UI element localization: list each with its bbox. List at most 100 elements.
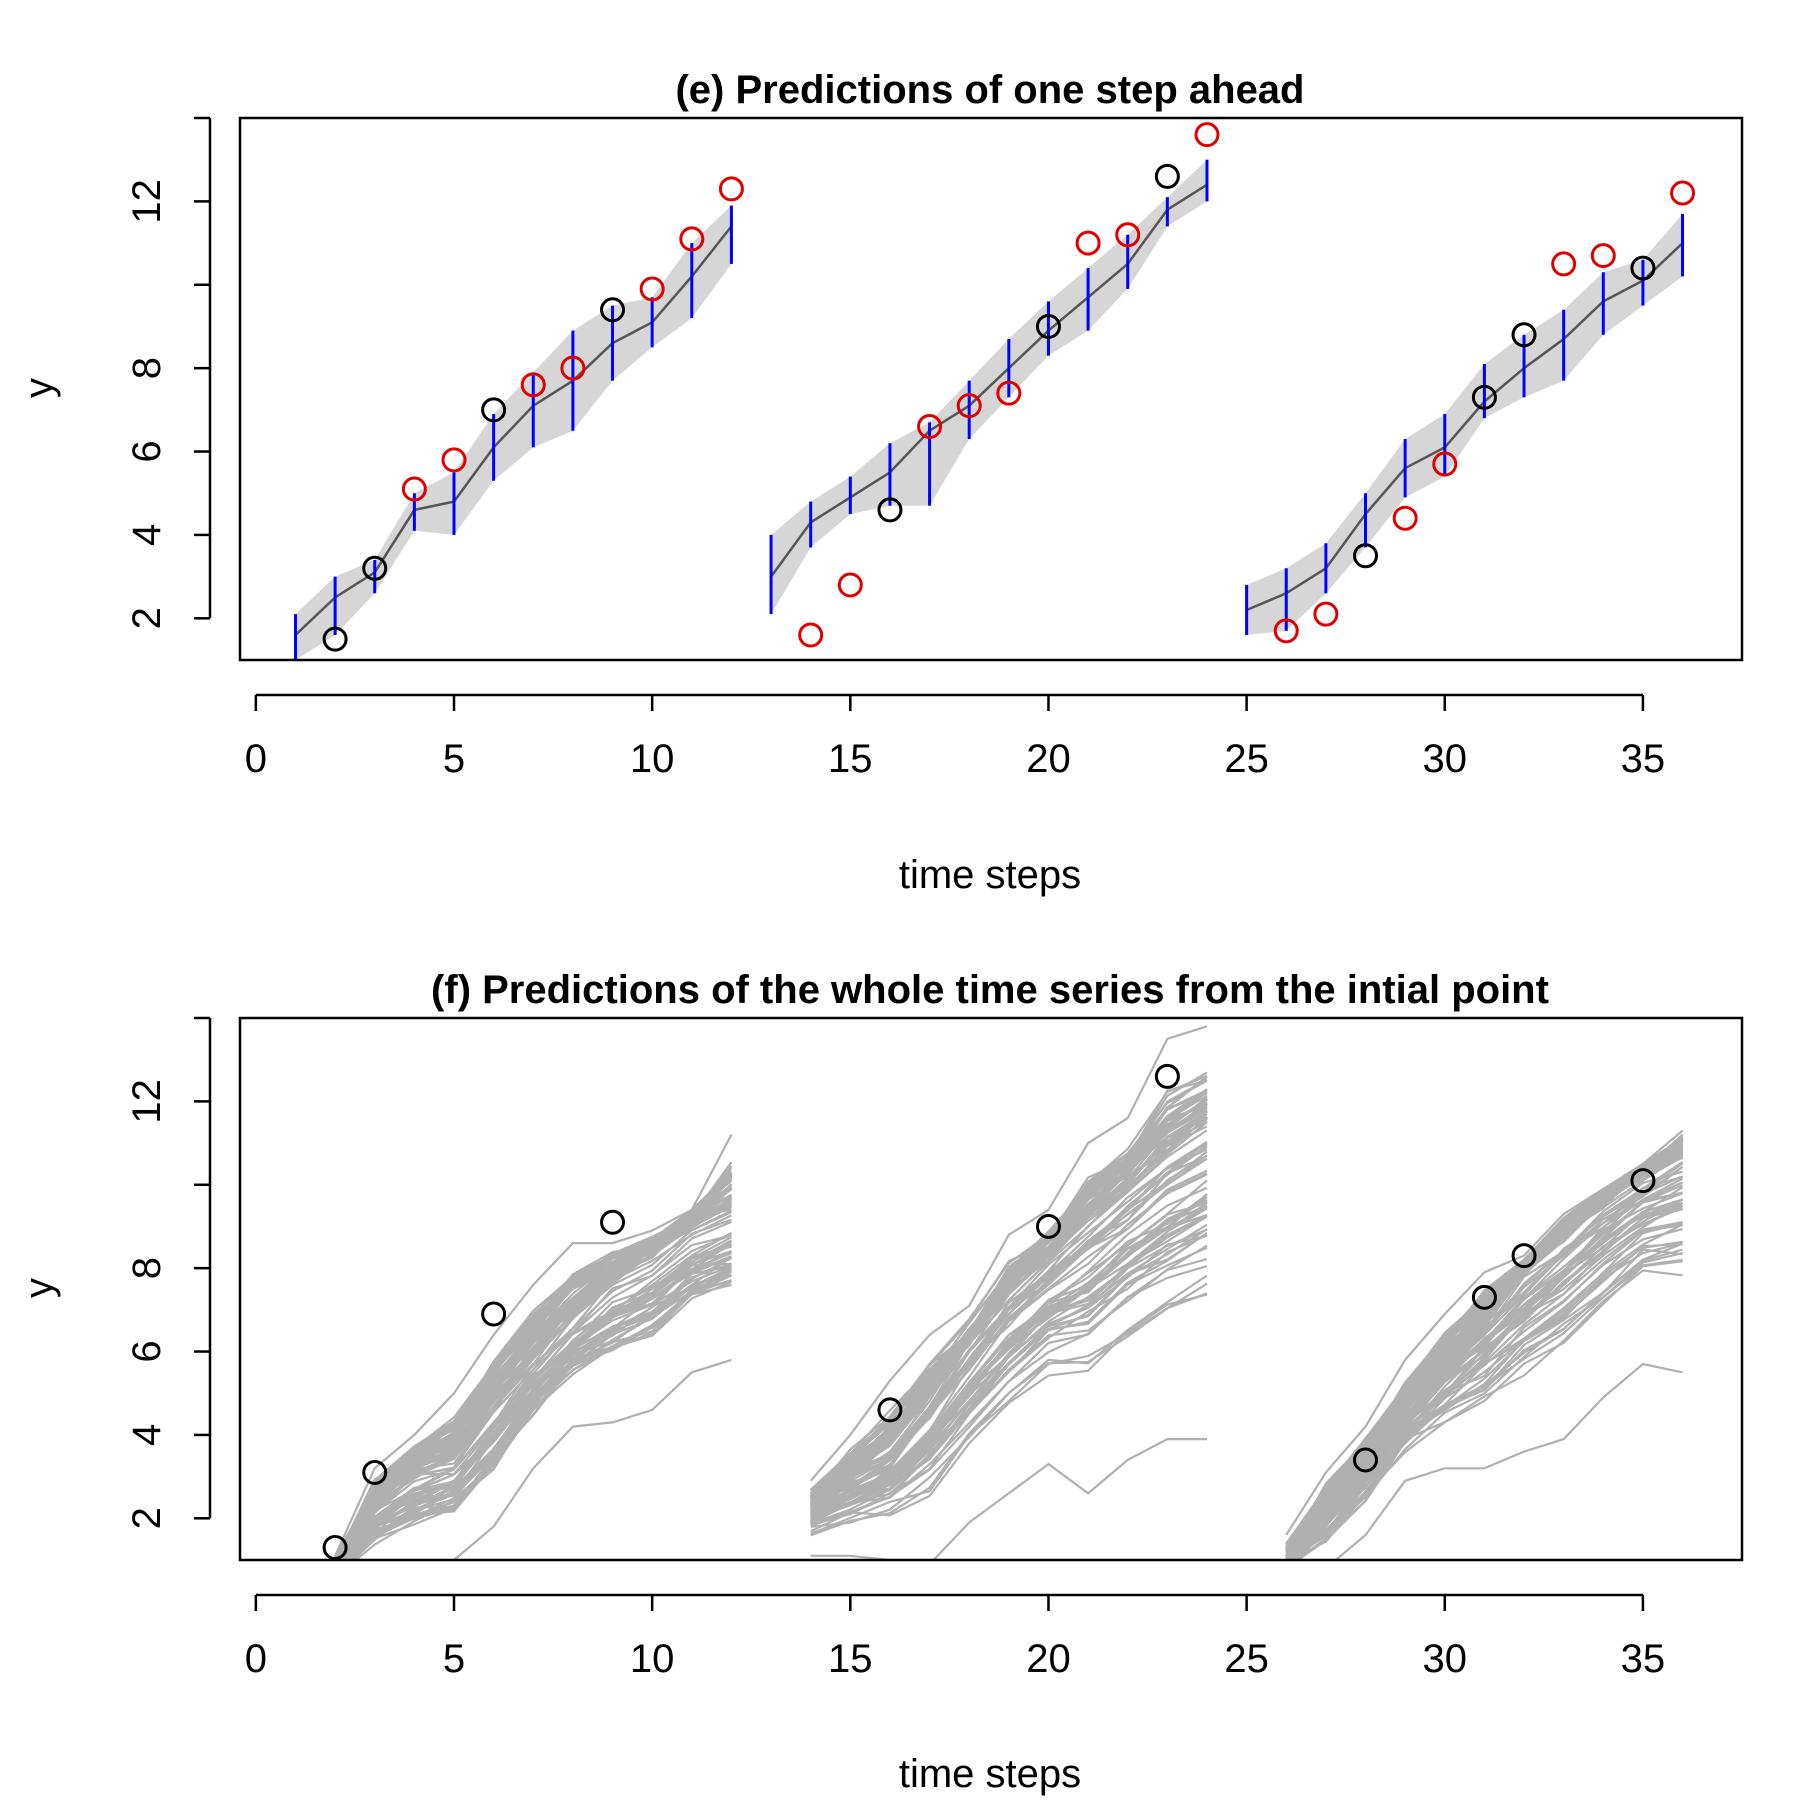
x-tick-label: 25	[1224, 1637, 1269, 1681]
plot-frame	[238, 1016, 1744, 1562]
trajectory-line	[810, 1246, 1208, 1519]
unobserved-point	[1432, 451, 1458, 477]
plot-area	[322, 1025, 1684, 1560]
observed-point	[322, 1534, 348, 1560]
y-tick-label: 12	[125, 1079, 169, 1124]
unobserved-point	[1590, 243, 1616, 269]
trajectory-lower-line	[450, 1358, 732, 1560]
y-tick-label: 8	[125, 1257, 169, 1279]
trajectory-line	[1285, 1152, 1684, 1560]
observed-point	[481, 397, 507, 423]
trajectory-line	[810, 1143, 1208, 1515]
y-tick-label: 2	[125, 1507, 169, 1529]
x-tick-label: 35	[1621, 737, 1666, 781]
x-tick-label: 20	[1026, 1637, 1071, 1681]
trajectory-line	[348, 1274, 732, 1560]
trajectory-line	[809, 1103, 1208, 1499]
x-tick-label: 35	[1621, 1637, 1666, 1681]
trajectory-line	[810, 1293, 1208, 1533]
plot-area	[293, 122, 1696, 660]
x-tick-label: 15	[828, 737, 873, 781]
x-tick-label: 25	[1224, 737, 1269, 781]
observed-point	[1154, 1063, 1180, 1089]
x-tick-label: 10	[630, 1637, 675, 1681]
trajectory-line	[810, 1228, 1208, 1525]
unobserved-point	[401, 476, 427, 502]
trajectory-upper-line	[1285, 1129, 1684, 1536]
trajectory-line	[340, 1231, 732, 1560]
observed-point	[877, 497, 903, 523]
observed-point	[322, 626, 348, 652]
x-tick-label: 15	[828, 1637, 873, 1681]
unobserved-point	[560, 355, 586, 381]
x-tick-label: 0	[245, 1637, 267, 1681]
unobserved-point	[639, 276, 665, 302]
unobserved-point	[798, 622, 824, 648]
observed-point	[481, 1301, 507, 1327]
x-tick-label: 30	[1423, 1637, 1468, 1681]
prediction-band-1	[295, 205, 732, 660]
unobserved-point	[718, 176, 744, 202]
observed-point	[600, 1209, 626, 1235]
trajectory-line	[810, 1172, 1208, 1508]
prediction-mean-line-3	[1246, 242, 1684, 612]
panel-f-xlabel: time steps	[899, 1752, 1081, 1796]
trajectory-lower-line	[1334, 1362, 1683, 1560]
unobserved-point	[520, 372, 546, 398]
trajectory-line	[1292, 1243, 1683, 1560]
trajectory-line	[1286, 1240, 1683, 1560]
trajectory-line	[809, 1075, 1208, 1495]
observed-point	[1630, 255, 1656, 281]
unobserved-point	[996, 380, 1022, 406]
unobserved-point	[1313, 601, 1339, 627]
observed-point	[1471, 1284, 1497, 1310]
observed-point	[1630, 1168, 1656, 1194]
x-tick-label: 5	[443, 1637, 465, 1681]
unobserved-point	[837, 572, 863, 598]
unobserved-point	[1273, 618, 1299, 644]
x-tick-label: 10	[630, 737, 675, 781]
y-tick-label: 2	[125, 607, 169, 629]
trajectory-line	[810, 1234, 1208, 1520]
trajectory-line	[1285, 1177, 1684, 1560]
y-tick-label: 4	[125, 524, 169, 546]
observed-point	[1471, 384, 1497, 410]
y-tick-label: 8	[125, 357, 169, 379]
trajectory-line	[348, 1278, 732, 1560]
observed-point	[877, 1397, 903, 1423]
y-tick-label: 4	[125, 1424, 169, 1446]
unobserved-point	[1194, 122, 1220, 148]
panel-e-one-step-ahead: (e) Predictions of one step ahead time s…	[17, 68, 1744, 897]
x-tick-label: 30	[1423, 737, 1468, 781]
panel-f-title: (f) Predictions of the whole time series…	[431, 968, 1549, 1012]
trajectory-line	[1285, 1146, 1684, 1559]
x-tick-label: 5	[443, 737, 465, 781]
panel-f-ylabel: y	[17, 1278, 61, 1298]
observed-point	[1353, 543, 1379, 569]
unobserved-point	[1551, 251, 1577, 277]
trajectory-lower-line	[810, 1437, 1207, 1560]
y-tick-label: 6	[125, 1340, 169, 1362]
panel-e-title: (e) Predictions of one step ahead	[675, 68, 1304, 112]
unobserved-point	[1075, 230, 1101, 256]
panel-e-ylabel: y	[17, 378, 61, 398]
x-tick-label: 20	[1026, 737, 1071, 781]
trajectory-line	[809, 1071, 1208, 1499]
observed-point	[1511, 1243, 1537, 1269]
plot-frame	[238, 116, 1744, 662]
observed-point	[1035, 1213, 1061, 1239]
trajectory-line	[1285, 1176, 1683, 1560]
unobserved-point	[1115, 222, 1141, 248]
observed-point	[1154, 163, 1180, 189]
trajectory-line	[1285, 1242, 1684, 1558]
observed-point	[1511, 322, 1537, 348]
trajectory-line	[343, 1250, 732, 1560]
trajectory-line	[810, 1244, 1208, 1526]
trajectory-upper-line	[809, 1025, 1208, 1482]
trajectory-line	[334, 1161, 733, 1557]
unobserved-point	[917, 414, 943, 440]
trajectory-line	[342, 1234, 732, 1560]
trajectory-line	[346, 1265, 733, 1560]
trajectory-upper-line	[334, 1134, 733, 1557]
